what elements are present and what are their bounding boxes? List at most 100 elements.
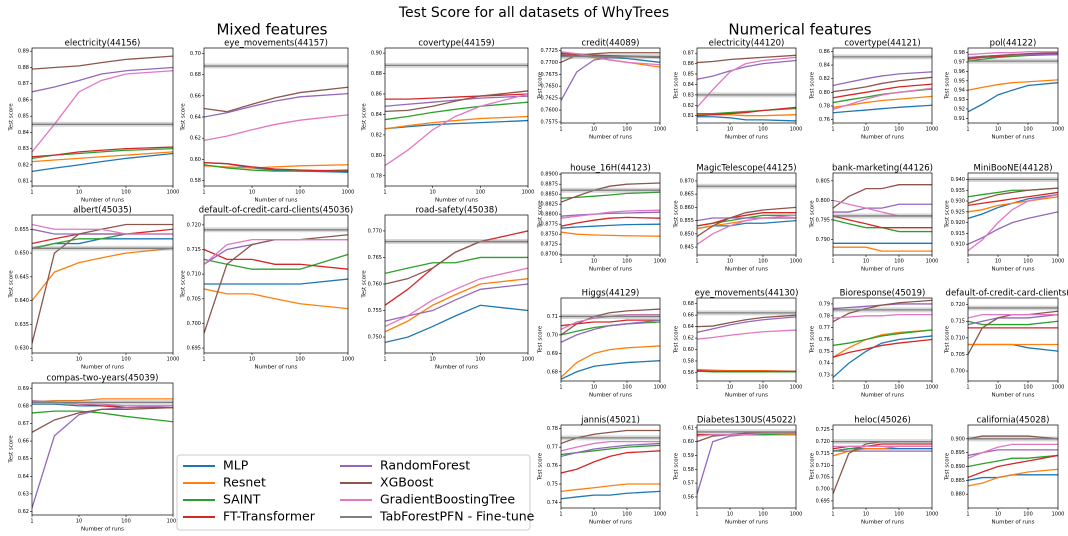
y-tick-label: 0.78 xyxy=(371,173,382,179)
lines xyxy=(968,51,1058,113)
series-line xyxy=(32,247,173,302)
series-line xyxy=(968,313,1058,326)
y-tick-label: 0.61 xyxy=(683,425,694,431)
legend-label: SAINT xyxy=(223,492,261,507)
series-line xyxy=(32,223,173,344)
subplot-title: Diabetes130US(45022) xyxy=(697,416,796,426)
x-tick-label: 1 xyxy=(559,512,562,518)
y-tick-label: 0.865 xyxy=(680,192,694,198)
y-tick-label: 0.56 xyxy=(683,370,694,376)
x-tick-label: 100 xyxy=(622,512,632,518)
y-tick-label: 0.715 xyxy=(816,451,830,457)
y-tick-label: 0.845 xyxy=(680,245,694,251)
y-tick-label: 0.7625 xyxy=(541,96,559,102)
subplot-title: bank-marketing(44126) xyxy=(832,164,933,174)
series-line xyxy=(968,454,1058,479)
subplot-title: default-of-credit-card-clients(45036) xyxy=(199,206,353,216)
x-tick-label: 1000 xyxy=(926,127,939,133)
x-tick-label: 10 xyxy=(249,357,255,363)
y-tick-label: 0.81 xyxy=(683,113,694,119)
x-tick-label: 1 xyxy=(559,259,562,265)
x-tick-label: 1 xyxy=(966,512,969,518)
series-line xyxy=(833,83,932,99)
y-axis-label: Test score xyxy=(945,325,951,354)
y-tick-label: 0.60 xyxy=(683,347,694,353)
y-tick-label: 0.720 xyxy=(187,222,201,228)
y-tick-label: 0.94 xyxy=(954,88,965,94)
y-tick-label: 0.7700 xyxy=(541,60,559,66)
y-tick-label: 0.8750 xyxy=(541,232,559,238)
series-line xyxy=(385,90,528,113)
y-tick-label: 0.635 xyxy=(15,322,29,328)
y-axis-label: Test score xyxy=(945,452,951,481)
x-tick-label: 100 xyxy=(1023,127,1033,133)
axes-frame xyxy=(31,214,174,354)
series-line xyxy=(968,313,1058,319)
y-tick-label: 0.92 xyxy=(954,106,965,112)
y-tick-label: 0.8850 xyxy=(541,192,559,198)
y-tick-label: 0.855 xyxy=(680,218,694,224)
x-tick-label: 10 xyxy=(863,385,869,391)
y-tick-label: 0.83 xyxy=(683,92,694,98)
x-axis-label: Number of runs xyxy=(435,198,478,204)
y-tick-label: 0.85 xyxy=(18,114,29,120)
x-tick-label: 10 xyxy=(863,259,869,265)
axes-frame xyxy=(696,297,797,382)
x-axis-label: Number of runs xyxy=(81,527,124,533)
series-line xyxy=(697,106,796,117)
y-tick-label: 0.78 xyxy=(819,103,830,109)
y-axis-label: Test score xyxy=(674,200,680,229)
series-line xyxy=(697,206,796,238)
y-tick-label: 0.60 xyxy=(683,439,694,445)
y-tick-label: 0.8875 xyxy=(541,182,559,188)
y-tick-label: 0.935 xyxy=(951,188,965,194)
y-tick-label: 0.755 xyxy=(368,308,382,314)
series-line xyxy=(32,398,173,404)
y-tick-label: 0.84 xyxy=(683,82,694,88)
subplot-title: house_16H(44123) xyxy=(570,164,651,174)
y-axis-label: Test score xyxy=(362,103,368,132)
x-tick-label: 1 xyxy=(30,519,33,525)
x-tick-label: 100 xyxy=(121,357,131,363)
x-tick-label: 1 xyxy=(30,190,33,196)
subplot-title: credit(44089) xyxy=(582,39,640,49)
subplot: default-of-credit-card-clients(45 Number … xyxy=(945,289,1068,399)
x-tick-label: 10 xyxy=(995,512,1001,518)
x-tick-label: 10 xyxy=(727,127,733,133)
x-tick-label: 10 xyxy=(995,259,1001,265)
x-tick-label: 1000 xyxy=(1052,259,1065,265)
y-tick-label: 0.78 xyxy=(819,313,830,319)
x-tick-label: 10 xyxy=(863,127,869,133)
y-tick-label: 0.64 xyxy=(683,324,694,330)
x-tick-label: 1 xyxy=(695,385,698,391)
subplot-title: electricity(44120) xyxy=(709,39,785,49)
axes-frame xyxy=(560,172,661,256)
series-line xyxy=(561,191,660,199)
y-tick-label: 0.58 xyxy=(190,178,201,184)
x-axis-label: Number of runs xyxy=(81,198,124,204)
series-line xyxy=(385,95,528,107)
y-tick-label: 0.705 xyxy=(951,352,965,358)
y-axis-label: Test score xyxy=(810,71,816,100)
series-line xyxy=(833,87,932,110)
subplot: MagicTelescope(44125) Number of runs Test … xyxy=(674,164,803,273)
series-line xyxy=(968,320,1058,326)
series-line xyxy=(833,71,932,87)
x-tick-label: 10 xyxy=(727,512,733,518)
x-tick-label: 100 xyxy=(476,357,486,363)
x-tick-label: 1000 xyxy=(167,190,180,196)
y-axis-label: Test score xyxy=(181,103,187,132)
y-axis-label: Test score xyxy=(674,325,680,354)
x-axis-label: Number of runs xyxy=(992,393,1035,399)
x-axis-label: Number of runs xyxy=(81,365,124,371)
y-tick-label: 0.82 xyxy=(18,162,29,168)
x-tick-label: 1000 xyxy=(790,259,803,265)
series-line xyxy=(968,53,1058,62)
x-tick-label: 1000 xyxy=(654,512,667,518)
series-line xyxy=(561,360,660,380)
subplot-title: compas-two-years(45039) xyxy=(47,374,159,384)
subplot: road-safety(45038) Number of runs Test sco… xyxy=(362,206,535,371)
series-line xyxy=(32,406,173,433)
series-line xyxy=(385,267,528,328)
y-tick-label: 0.86 xyxy=(18,97,29,103)
